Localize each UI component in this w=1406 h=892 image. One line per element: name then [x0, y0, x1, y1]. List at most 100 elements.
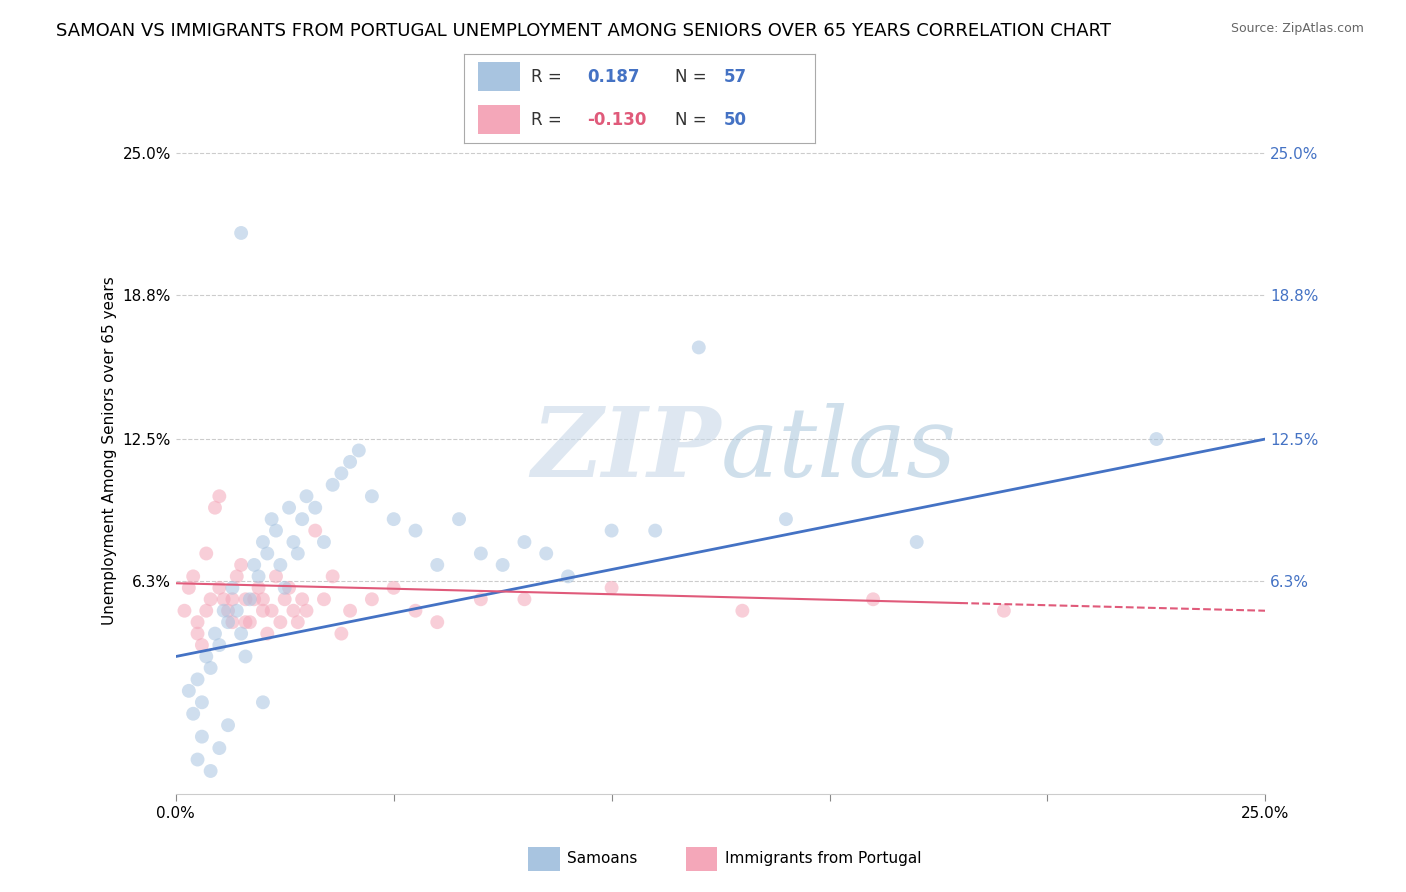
Text: SAMOAN VS IMMIGRANTS FROM PORTUGAL UNEMPLOYMENT AMONG SENIORS OVER 65 YEARS CORR: SAMOAN VS IMMIGRANTS FROM PORTUGAL UNEMP…: [56, 22, 1111, 40]
Point: [186, 615, 209, 630]
Text: Immigrants from Portugal: Immigrants from Portugal: [725, 851, 921, 866]
Point: [312, 592, 335, 607]
FancyBboxPatch shape: [478, 105, 520, 134]
Point: [347, 443, 370, 458]
FancyBboxPatch shape: [686, 847, 717, 871]
Point: [243, 558, 266, 572]
Point: [200, 661, 222, 675]
Point: [217, 718, 239, 732]
Point: [295, 604, 318, 618]
Point: [291, 592, 314, 607]
Point: [405, 604, 427, 618]
Text: R =: R =: [531, 68, 561, 86]
Point: [470, 592, 492, 607]
Point: [731, 604, 754, 618]
Point: [312, 535, 335, 549]
Point: [181, 569, 204, 583]
Point: [260, 512, 283, 526]
Point: [470, 546, 492, 561]
Point: [264, 524, 287, 538]
Point: [330, 626, 353, 640]
Point: [235, 615, 257, 630]
Text: 0.187: 0.187: [588, 68, 640, 86]
Point: [252, 604, 274, 618]
Point: [269, 558, 291, 572]
FancyBboxPatch shape: [478, 62, 520, 91]
Point: [322, 569, 344, 583]
Point: [173, 604, 195, 618]
FancyBboxPatch shape: [529, 847, 560, 871]
Point: [252, 695, 274, 709]
Point: [231, 226, 253, 240]
Point: [278, 581, 301, 595]
Point: [195, 649, 218, 664]
Point: [283, 535, 305, 549]
Point: [269, 615, 291, 630]
Point: [221, 615, 243, 630]
Point: [492, 558, 515, 572]
Point: [993, 604, 1015, 618]
Point: [775, 512, 797, 526]
Point: [195, 546, 218, 561]
Point: [252, 535, 274, 549]
Point: [600, 581, 623, 595]
Text: 57: 57: [724, 68, 747, 86]
Point: [361, 489, 384, 503]
Text: ZIP: ZIP: [531, 403, 721, 498]
Point: [212, 604, 235, 618]
Point: [513, 535, 536, 549]
Point: [231, 558, 253, 572]
Point: [291, 512, 314, 526]
Text: N =: N =: [675, 68, 706, 86]
Point: [225, 604, 247, 618]
Point: [235, 592, 257, 607]
Point: [235, 649, 257, 664]
Text: Source: ZipAtlas.com: Source: ZipAtlas.com: [1230, 22, 1364, 36]
Point: [200, 592, 222, 607]
Point: [304, 524, 326, 538]
Text: Samoans: Samoans: [568, 851, 638, 866]
Text: R =: R =: [531, 111, 561, 128]
Point: [534, 546, 557, 561]
Point: [361, 592, 384, 607]
Text: N =: N =: [675, 111, 706, 128]
Point: [557, 569, 579, 583]
Point: [239, 592, 262, 607]
Point: [1146, 432, 1168, 446]
Point: [862, 592, 884, 607]
Text: -0.130: -0.130: [588, 111, 647, 128]
Point: [177, 581, 200, 595]
Point: [217, 604, 239, 618]
Point: [221, 592, 243, 607]
Point: [181, 706, 204, 721]
Point: [382, 581, 405, 595]
Point: [322, 478, 344, 492]
Point: [256, 546, 278, 561]
Point: [274, 581, 297, 595]
Point: [264, 569, 287, 583]
Point: [287, 546, 309, 561]
Point: [274, 592, 297, 607]
Point: [247, 569, 270, 583]
Text: atlas: atlas: [721, 403, 956, 498]
Point: [239, 615, 262, 630]
Point: [191, 730, 214, 744]
Point: [688, 340, 710, 354]
Point: [225, 569, 247, 583]
Point: [256, 626, 278, 640]
Point: [217, 615, 239, 630]
Point: [426, 558, 449, 572]
Point: [287, 615, 309, 630]
Point: [304, 500, 326, 515]
Point: [186, 626, 209, 640]
Point: [339, 604, 361, 618]
Point: [283, 604, 305, 618]
Point: [208, 581, 231, 595]
Point: [278, 500, 301, 515]
Point: [212, 592, 235, 607]
Point: [200, 764, 222, 778]
Point: [405, 524, 427, 538]
Point: [382, 512, 405, 526]
Point: [426, 615, 449, 630]
Point: [208, 489, 231, 503]
